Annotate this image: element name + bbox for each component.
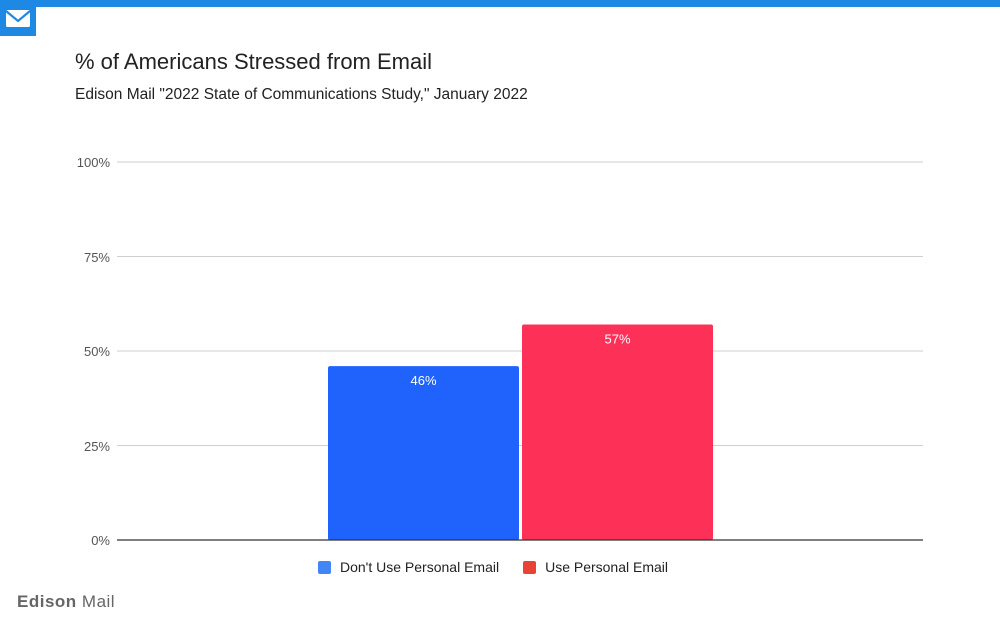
bar-value-label: 57% — [604, 332, 630, 347]
chart-title: % of Americans Stressed from Email — [75, 49, 433, 74]
bars — [328, 324, 713, 540]
edison-mail-logo: Edison Mail — [17, 592, 115, 612]
y-tick-label: 25% — [83, 439, 110, 454]
legend-item-use: Use Personal Email — [523, 559, 668, 575]
chart-subtitle: Edison Mail "2022 State of Communication… — [75, 86, 528, 103]
brand-name-light: Mail — [81, 592, 116, 611]
logo-badge — [0, 0, 36, 36]
legend-label: Use Personal Email — [545, 559, 669, 575]
y-tick-label: 75% — [83, 250, 110, 265]
brand-name-bold: Edison — [17, 592, 77, 611]
top-accent-bar — [0, 0, 1000, 7]
data-labels: 46% 57% — [410, 332, 630, 389]
envelope-icon — [5, 10, 31, 27]
bar-use-personal-email — [522, 324, 713, 540]
legend-swatch — [523, 560, 537, 574]
legend-swatch — [318, 560, 331, 574]
legend-label: Don't Use Personal Email — [340, 559, 500, 575]
bar-dont-use-personal-email — [328, 366, 519, 540]
bar-value-label: 46% — [410, 373, 436, 388]
y-tick-label: 50% — [83, 344, 110, 359]
gridlines — [117, 161, 923, 446]
y-tick-label: 100% — [76, 155, 110, 170]
y-tick-label: 0% — [91, 533, 110, 548]
legend: Don't Use Personal Email Use Personal Em… — [318, 559, 692, 575]
legend-item-dont-use: Don't Use Personal Email — [318, 559, 499, 575]
